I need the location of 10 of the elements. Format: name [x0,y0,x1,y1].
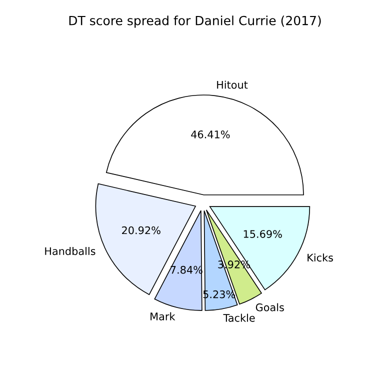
data-label: 20.92% [122,226,160,234]
slice-label: Mark [150,312,176,320]
slice-label: Goals [256,303,284,312]
slice-label: Handballs [45,247,96,256]
slice-label: Tackle [223,314,255,322]
data-label: 46.41% [191,130,230,138]
chart-title: DT score spread for Daniel Currie (2017) [69,16,321,28]
slice-label: Kicks [308,254,333,262]
data-label: 15.69% [244,230,282,238]
slice-label: Hitout [217,80,248,89]
